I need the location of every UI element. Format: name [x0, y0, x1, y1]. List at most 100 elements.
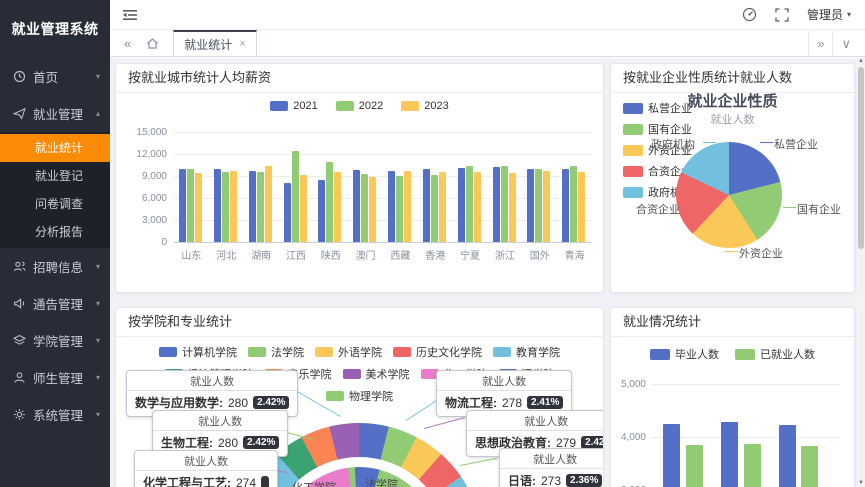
sidebar: 就业管理系统 首页 ▾ 就业管理 ▴ 就业统计 就业登记 问卷调查 分析报告: [0, 0, 110, 487]
tabs-scroll-right-icon[interactable]: »: [808, 30, 832, 56]
legend-item[interactable]: 美术学院: [342, 366, 410, 382]
legend-item[interactable]: 历史文化学院: [393, 344, 482, 360]
legend-item[interactable]: 2023: [401, 100, 449, 112]
legend-swatch: [420, 369, 439, 379]
legend-item[interactable]: 物理学院: [326, 388, 393, 404]
home-tab-icon[interactable]: [139, 31, 165, 56]
bar-2021: [248, 170, 256, 242]
legend-item[interactable]: 已就业人数: [735, 346, 815, 362]
major-callout: 就业人数 物流工程: 278 2.41%: [436, 370, 573, 417]
legend-item[interactable]: 毕业人数: [650, 346, 719, 362]
employment-submenu: 就业统计 就业登记 问卷调查 分析报告: [0, 132, 110, 248]
y-gridline: [174, 220, 592, 221]
bar-2021: [213, 169, 221, 242]
bar-2022: [326, 162, 334, 242]
dashboard-icon[interactable]: [742, 7, 757, 22]
bar-2021: [283, 183, 291, 242]
sidebar-item-survey[interactable]: 问卷调查: [35, 197, 84, 211]
major-name: 数学与应用数学:: [135, 396, 223, 410]
sidebar-item-recruit-info[interactable]: 招聘信息 ▾: [0, 248, 110, 285]
fullscreen-icon[interactable]: [775, 7, 789, 22]
sidebar-item-employment-mgmt[interactable]: 就业管理 ▴: [0, 95, 110, 132]
scroll-up-icon[interactable]: ▲: [858, 58, 864, 64]
caret-down-icon: ▾: [95, 336, 100, 345]
vertical-scrollbar[interactable]: ▲ ▼: [857, 58, 865, 487]
sidebar-item-college-mgmt[interactable]: 学院管理 ▾: [0, 322, 110, 359]
y-gridline: [174, 154, 592, 155]
legend-label: 计算机学院: [182, 347, 237, 359]
pie-slice-label: 合资企业: [636, 204, 680, 216]
bar-2023: [404, 170, 411, 242]
y-gridline: [174, 176, 592, 177]
legend-swatch: [393, 347, 411, 357]
legend-item[interactable]: 外资企业: [623, 142, 692, 158]
pie-chart: [676, 142, 782, 248]
legend-item[interactable]: 2022: [335, 100, 383, 112]
major-value: 280: [218, 435, 239, 450]
x-axis-tick: 江西: [285, 251, 306, 262]
x-axis-tick: 香港: [425, 251, 446, 262]
pie-slice-label: 外资企业: [739, 248, 783, 260]
bar-2021: [388, 170, 395, 242]
major-name: 思想政治教育:: [475, 436, 551, 450]
people-icon: [13, 260, 26, 273]
sidebar-item-analysis-report[interactable]: 分析报告: [35, 225, 84, 239]
callout-header: 就业人数: [437, 371, 572, 391]
gear-icon: [13, 408, 26, 421]
pie-label-line: [703, 142, 716, 143]
bar-2021: [353, 170, 361, 242]
y-axis-tick: 6,000: [141, 193, 167, 204]
sidebar-collapse-icon[interactable]: [122, 8, 138, 22]
major-percent-badge: [261, 476, 270, 487]
tab-employment-stats[interactable]: 就业统计 ×: [173, 30, 257, 56]
bar-2021: [527, 169, 535, 242]
user-menu[interactable]: 管理员 ▾: [807, 6, 851, 23]
sunburst-college-label: 化工学院: [292, 479, 336, 487]
legend-label: 私营企业: [648, 103, 692, 115]
sidebar-item-system-mgmt[interactable]: 系统管理 ▾: [0, 396, 110, 433]
sidebar-item-notice-mgmt[interactable]: 通告管理 ▾: [0, 285, 110, 322]
scrollbar-thumb[interactable]: [858, 67, 864, 249]
legend-swatch: [401, 101, 420, 111]
legend-item[interactable]: 国有企业: [623, 121, 692, 137]
caret-down-icon: ▾: [95, 262, 100, 271]
legend-item[interactable]: 外语学院: [315, 344, 382, 360]
callout-body: 生物工程: 280 2.42%: [153, 431, 287, 456]
bar-2022: [500, 166, 508, 242]
legend-label: 外语学院: [338, 347, 382, 359]
x-axis-tick: 陕西: [320, 251, 341, 262]
y-gridline: [651, 437, 839, 438]
bar-2022: [256, 171, 264, 242]
y-gridline: [174, 132, 592, 133]
legend-label: 美术学院: [365, 369, 410, 381]
legend-item[interactable]: 法学院: [248, 344, 304, 360]
legend-item[interactable]: 私营企业: [623, 100, 692, 116]
bar-毕业人数: [721, 422, 738, 487]
bar-2023: [578, 172, 586, 242]
sidebar-item-label: 招聘信息: [33, 261, 84, 275]
legend-swatch: [623, 144, 643, 156]
legend-item[interactable]: 计算机学院: [159, 344, 237, 360]
x-axis-tick: 青海: [564, 251, 585, 262]
bar-2022: [465, 165, 473, 242]
legend-swatch: [342, 369, 361, 379]
legend-swatch: [650, 348, 670, 360]
sidebar-item-employment-register[interactable]: 就业登记: [35, 169, 84, 183]
bar-2021: [179, 168, 186, 242]
y-gridline: [174, 242, 592, 243]
legend-item[interactable]: 教育学院: [493, 344, 560, 360]
pie-label-line: [725, 251, 738, 252]
bar-2021: [422, 169, 430, 242]
card-title: 按就业企业性质统计就业人数: [611, 64, 854, 93]
sidebar-item-teacher-student-mgmt[interactable]: 师生管理 ▾: [0, 359, 110, 396]
legend-item[interactable]: 2021: [270, 100, 318, 112]
legend-label: 外资企业: [648, 145, 692, 157]
legend-swatch: [735, 348, 755, 360]
sidebar-item-employment-stats[interactable]: 就业统计: [0, 134, 110, 162]
sidebar-item-home[interactable]: 首页 ▾: [0, 58, 110, 95]
tabs-dropdown-icon[interactable]: ∨: [832, 30, 859, 56]
scroll-down-icon[interactable]: ▼: [858, 480, 864, 486]
legend-label: 物理学院: [349, 391, 393, 403]
tab-close-icon[interactable]: ×: [239, 38, 246, 50]
tabs-scroll-left-icon[interactable]: «: [124, 35, 132, 51]
